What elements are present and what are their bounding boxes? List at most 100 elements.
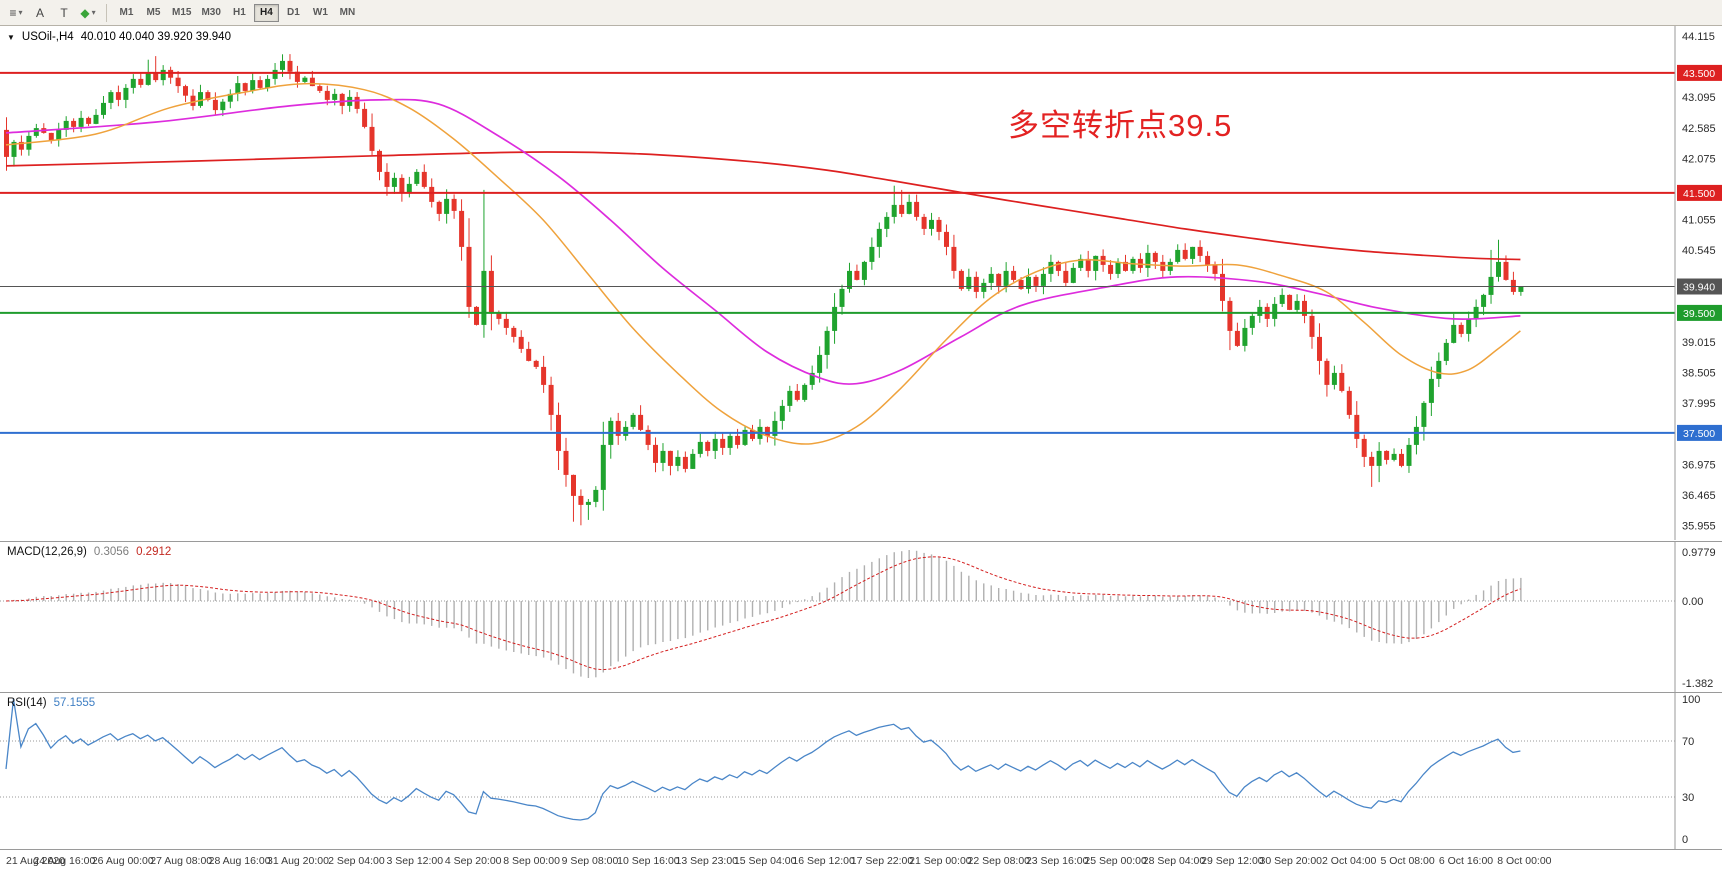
svg-text:39.940: 39.940	[1683, 282, 1715, 294]
time-axis-label: 13 Sep 23:00	[675, 855, 739, 867]
time-axis-label: 16 Sep 12:00	[792, 855, 855, 867]
price-badge-39.500	[1677, 304, 1722, 321]
svg-text:37.995: 37.995	[1682, 398, 1716, 410]
timeframe-button-mn[interactable]: MN	[339, 7, 356, 18]
time-axis-label: 8 Sep 00:00	[503, 855, 560, 867]
tool-chart-windows-button[interactable]: ≡ ▾	[5, 3, 27, 23]
time-axis-label: 2 Sep 04:00	[328, 855, 385, 867]
time-axis-label: 15 Sep 04:00	[733, 855, 797, 867]
text-label-tool-icon: T	[60, 5, 68, 20]
timeframe-button-m30[interactable]: M30	[201, 7, 221, 18]
time-axis-label: 26 Aug 00:00	[91, 855, 154, 867]
time-axis-label: 9 Sep 08:00	[561, 855, 619, 867]
time-axis-label: 22 Sep 08:00	[967, 855, 1031, 867]
ma-line-medium-magenta	[5, 98, 1521, 385]
chart-title: ▼ USOil-,H4 40.010 40.040 39.920 39.940	[7, 31, 231, 43]
svg-text:100: 100	[1682, 694, 1700, 706]
timeframe-button-d1[interactable]: D1	[287, 7, 300, 18]
tool-annotation-a-tool-button[interactable]: A	[29, 3, 51, 23]
macd-label: MACD(12,26,9) 0.3056 0.2912	[7, 546, 171, 558]
time-axis: 21 Aug 2020 24 Aug 16:00 26 Aug 00:00 27 Au…	[0, 849, 1722, 894]
time-axis-label: 17 Sep 22:00	[850, 855, 914, 867]
macd-panel[interactable]: 0.9779 0.00 -1.382 MACD(12,26,9) 0.3056 0.…	[0, 541, 1722, 692]
rsi-canvas[interactable]: 100 70 30 0	[0, 693, 1722, 849]
toolbar: ≡ ▾ A T ◆ ▾ M1 M5 M15 M30 H1 H4 D1 W1 MN	[0, 0, 1722, 26]
dropdown-caret-icon: ▾	[91, 8, 96, 17]
svg-text:41.055: 41.055	[1682, 215, 1716, 227]
toolbar-separator	[106, 3, 107, 22]
time-axis-label: 29 Sep 12:00	[1201, 855, 1264, 867]
dropdown-caret-icon: ▾	[18, 8, 23, 17]
time-axis-label: 21 Aug 2020	[6, 855, 65, 867]
timeframe-button-w1[interactable]: W1	[312, 7, 328, 18]
macd-main-value: 0.3056	[93, 546, 130, 558]
drawing-tools-icon: ◆	[80, 5, 90, 20]
time-axis-label: 30 Sep 20:00	[1259, 855, 1323, 867]
annotation-a-tool-icon: A	[35, 5, 44, 20]
svg-text:39.500: 39.500	[1683, 308, 1715, 320]
toolbar-tools: ≡ ▾ A T ◆ ▾	[5, 3, 99, 23]
time-axis-label: 27 Aug 08:00	[150, 855, 213, 867]
candles	[4, 54, 1524, 526]
svg-text:43.095: 43.095	[1682, 92, 1716, 104]
time-axis-label: 5 Oct 08:00	[1380, 855, 1435, 867]
main-chart-panel[interactable]: 44.115 43.095 42.585 42.075 41.055 40.545 39.0…	[0, 26, 1722, 540]
price-badge-43.500	[1677, 64, 1722, 81]
rsi-panel[interactable]: 100 70 30 0 RSI(14) 57.1555	[0, 692, 1722, 849]
time-axis-label: 10 Sep 16:00	[617, 855, 680, 867]
ma-line-slow-red	[5, 151, 1521, 261]
svg-text:35.955: 35.955	[1682, 521, 1716, 533]
time-axis-label: 28 Aug 16:00	[208, 855, 271, 867]
svg-text:43.500: 43.500	[1683, 68, 1715, 80]
svg-text:0.9779: 0.9779	[1682, 547, 1716, 559]
timeframe-button-m5[interactable]: M5	[146, 7, 161, 18]
chart-annotation: 多空转折点39.5	[1008, 108, 1233, 143]
price-badge-37.500	[1677, 424, 1722, 441]
macd-signal-value: 0.2912	[136, 546, 172, 558]
svg-text:36.975: 36.975	[1682, 459, 1716, 471]
tool-text-label-tool-button[interactable]: T	[53, 3, 75, 23]
time-axis-label: 21 Sep 00:00	[909, 855, 972, 867]
rsi-value: 57.1555	[53, 697, 96, 709]
timeframe-button-h4[interactable]: H4	[253, 3, 279, 22]
svg-text:0.00: 0.00	[1682, 596, 1703, 608]
chart-ohlc: 40.010 40.040 39.920 39.940	[80, 31, 231, 43]
time-axis-label: 4 Sep 20:00	[444, 855, 502, 867]
rsi-title: RSI(14)	[7, 697, 47, 709]
svg-text:37.500: 37.500	[1683, 428, 1715, 440]
ma-line-fast-orange	[5, 82, 1521, 445]
svg-text:40.545: 40.545	[1682, 245, 1716, 257]
time-axis-label: 25 Sep 00:00	[1084, 855, 1147, 867]
time-axis-label: 8 Oct 00:00	[1497, 855, 1552, 867]
time-axis-label: 2 Oct 04:00	[1322, 855, 1377, 867]
time-axis-label: 6 Oct 16:00	[1438, 855, 1494, 867]
svg-text:36.465: 36.465	[1682, 490, 1716, 502]
candlestick-canvas[interactable]: 44.115 43.095 42.585 42.075 41.055 40.545 39.0…	[0, 26, 1722, 540]
time-axis-label: 3 Sep 12:00	[386, 855, 444, 867]
svg-text:-1.382: -1.382	[1682, 678, 1713, 690]
macd-canvas[interactable]: 0.9779 0.00 -1.382	[0, 542, 1722, 692]
macd-histogram	[13, 550, 1522, 678]
rsi-line	[5, 698, 1521, 821]
chart-windows-icon: ≡	[9, 5, 17, 20]
time-axis-label: 24 Aug 16:00	[33, 855, 96, 867]
svg-text:41.500: 41.500	[1683, 188, 1715, 200]
price-badge-39.940	[1677, 278, 1722, 295]
svg-text:70: 70	[1682, 736, 1694, 748]
svg-text:30: 30	[1682, 792, 1694, 804]
timeframe-button-m15[interactable]: M15	[172, 7, 192, 18]
svg-text:0: 0	[1682, 834, 1688, 846]
svg-text:39.015: 39.015	[1682, 337, 1716, 349]
svg-text:44.115: 44.115	[1682, 31, 1715, 43]
svg-text:42.075: 42.075	[1682, 153, 1716, 165]
price-axis: 44.115 43.095 42.585 42.075 41.055 40.545 39.0…	[1682, 31, 1716, 533]
macd-title: MACD(12,26,9)	[7, 546, 87, 558]
collapse-arrow-icon[interactable]: ▼	[7, 32, 15, 42]
svg-text:42.585: 42.585	[1682, 123, 1716, 135]
time-axis-label: 31 Aug 20:00	[267, 855, 329, 867]
rsi-label: RSI(14) 57.1555	[7, 697, 95, 709]
tool-drawing-tools-button[interactable]: ◆ ▾	[77, 3, 99, 23]
timeframe-button-m1[interactable]: M1	[119, 7, 134, 18]
timeframe-button-h1[interactable]: H1	[233, 7, 246, 18]
